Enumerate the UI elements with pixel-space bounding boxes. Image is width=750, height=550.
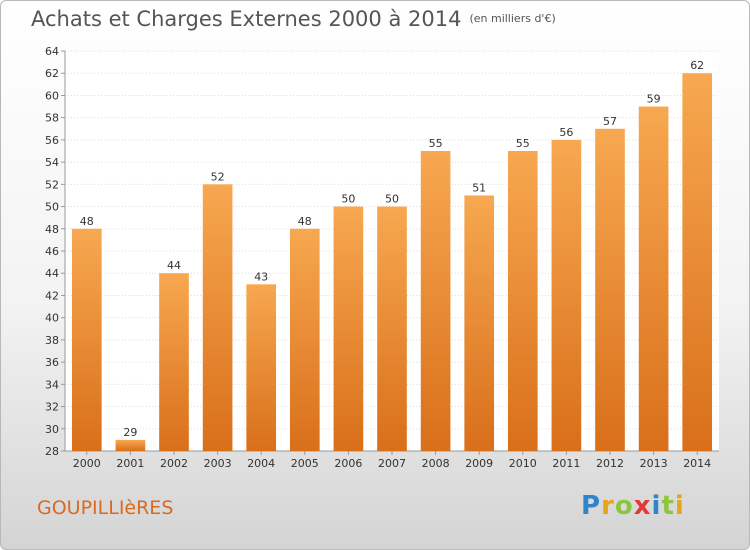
y-tick-label: 42 [45,289,59,302]
bar-2003 [202,184,233,452]
bar-2009 [464,195,495,451]
data-label-2012: 57 [603,115,617,128]
x-tick-label-2001: 2001 [116,457,144,470]
data-label-2005: 48 [298,215,312,228]
data-label-2010: 55 [516,137,530,150]
bar-2005 [289,228,320,451]
y-tick-label: 62 [45,67,59,80]
x-tick-label-2003: 2003 [204,457,232,470]
bar-2004 [246,284,277,451]
bar-2012 [595,128,625,451]
x-tick-label-2006: 2006 [334,457,362,470]
y-tick-label: 50 [45,201,59,214]
y-tick-label: 32 [45,401,59,414]
x-tick-label-2008: 2008 [422,457,450,470]
x-tick-label-2011: 2011 [552,457,580,470]
bar-2010 [507,151,538,451]
x-tick-label-2004: 2004 [247,457,275,470]
data-label-2011: 56 [559,126,573,139]
y-tick-label: 34 [45,378,59,391]
bar-2011 [551,139,582,451]
x-tick-label-2010: 2010 [509,457,537,470]
y-tick-label: 38 [45,334,59,347]
bar-2000 [71,228,102,451]
data-label-2014: 62 [690,59,704,72]
city-name: GOUPILLIèRES [37,497,174,519]
y-tick-label: 44 [45,267,59,280]
bar-2014 [682,73,713,451]
y-tick-label: 58 [45,112,59,125]
data-label-2003: 52 [211,170,225,183]
y-tick-label: 36 [45,356,59,369]
data-label-2001: 29 [123,426,137,439]
y-tick-label: 52 [45,178,59,191]
bar-2007 [377,206,407,451]
chart-unit-label: (en milliers d'€) [469,12,556,25]
data-label-2006: 50 [341,193,355,206]
bar-2002 [159,273,189,451]
bar-2013 [638,106,669,452]
x-tick-label-2014: 2014 [683,457,711,470]
x-tick-label-2012: 2012 [596,457,624,470]
x-tick-label-2007: 2007 [378,457,406,470]
x-tick-label-2009: 2009 [465,457,493,470]
chart-title-text: Achats et Charges Externes 2000 à 2014 [31,7,462,31]
data-label-2007: 50 [385,193,399,206]
bar-2001 [115,439,146,451]
y-tick-label: 54 [45,156,59,169]
x-tick-label-2005: 2005 [291,457,319,470]
y-tick-label: 30 [45,423,59,436]
bar-2008 [420,151,451,451]
bar-2006 [333,206,364,451]
y-tick-label: 64 [45,45,59,58]
y-tick-label: 28 [45,445,59,458]
y-tick-label: 46 [45,245,59,258]
data-label-2004: 43 [254,270,268,283]
data-label-2000: 48 [80,215,94,228]
x-tick-label-2000: 2000 [73,457,101,470]
data-label-2013: 59 [647,93,661,106]
y-tick-label: 48 [45,223,59,236]
data-label-2008: 55 [429,137,443,150]
data-label-2002: 44 [167,259,181,272]
x-tick-label-2002: 2002 [160,457,188,470]
chart-title: Achats et Charges Externes 2000 à 2014 (e… [31,7,556,31]
y-tick-label: 56 [45,134,59,147]
data-label-2009: 51 [472,181,486,194]
y-tick-label: 60 [45,89,59,102]
y-tick-label: 40 [45,312,59,325]
proxiti-logo: Proxiti [581,491,685,521]
x-tick-label-2013: 2013 [640,457,668,470]
